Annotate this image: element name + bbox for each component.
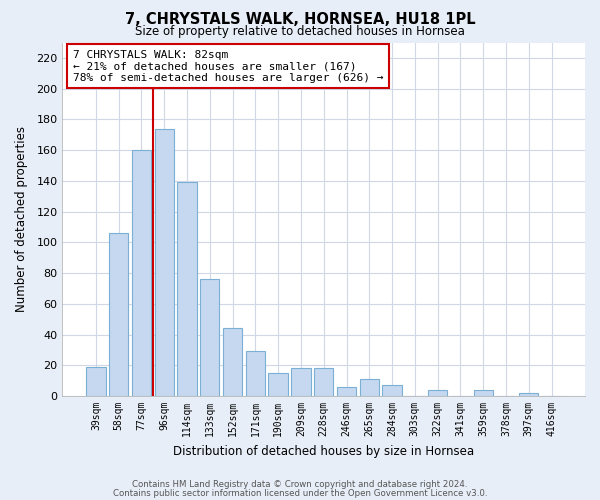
Bar — [109, 233, 128, 396]
Text: Contains public sector information licensed under the Open Government Licence v3: Contains public sector information licen… — [113, 488, 487, 498]
Bar — [86, 367, 106, 396]
Text: 7, CHRYSTALS WALK, HORNSEA, HU18 1PL: 7, CHRYSTALS WALK, HORNSEA, HU18 1PL — [125, 12, 475, 28]
Bar — [473, 390, 493, 396]
Bar — [428, 390, 448, 396]
Bar — [155, 128, 174, 396]
Bar — [359, 379, 379, 396]
Bar — [519, 393, 538, 396]
Text: 7 CHRYSTALS WALK: 82sqm
← 21% of detached houses are smaller (167)
78% of semi-d: 7 CHRYSTALS WALK: 82sqm ← 21% of detache… — [73, 50, 383, 83]
Bar — [245, 352, 265, 396]
Y-axis label: Number of detached properties: Number of detached properties — [15, 126, 28, 312]
Bar — [337, 387, 356, 396]
Bar — [132, 150, 151, 396]
Text: Size of property relative to detached houses in Hornsea: Size of property relative to detached ho… — [135, 25, 465, 38]
Bar — [382, 386, 402, 396]
Text: Contains HM Land Registry data © Crown copyright and database right 2024.: Contains HM Land Registry data © Crown c… — [132, 480, 468, 489]
Bar — [200, 279, 220, 396]
Bar — [223, 328, 242, 396]
Bar — [291, 368, 311, 396]
X-axis label: Distribution of detached houses by size in Hornsea: Distribution of detached houses by size … — [173, 444, 474, 458]
Bar — [314, 368, 334, 396]
Bar — [178, 182, 197, 396]
Bar — [268, 373, 288, 396]
